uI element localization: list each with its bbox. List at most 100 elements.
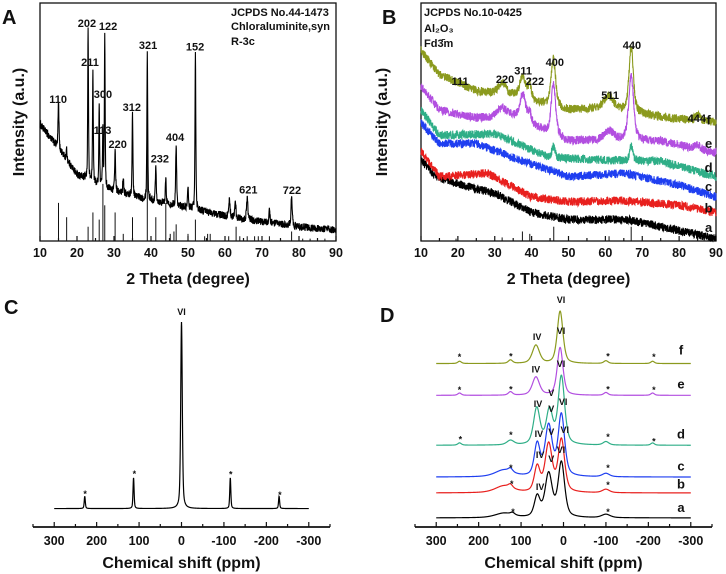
peak-label: 722 <box>283 185 301 197</box>
peak-label: V <box>548 427 554 437</box>
x-tick-label: 200 <box>468 534 489 548</box>
x-tick-label: -300 <box>296 534 321 548</box>
peak-label: 311 <box>514 65 532 77</box>
x-axis-label: 2 Theta (degree) <box>507 271 631 288</box>
annotation-text: JCPDS No.10-0425 <box>424 7 522 19</box>
spinning-sideband-marker: * <box>652 352 656 362</box>
peak-label: V <box>548 388 554 398</box>
x-tick-label: 100 <box>511 534 532 548</box>
x-tick-label: 80 <box>292 246 306 260</box>
peak-label: 621 <box>239 184 257 196</box>
peak-label: VI <box>557 326 566 336</box>
x-tick-label: 20 <box>70 246 84 260</box>
peak-label: IV <box>534 399 543 409</box>
x-tick-label: -100 <box>211 534 236 548</box>
series-label-e: e <box>677 377 684 392</box>
x-tick-label: 10 <box>414 246 428 260</box>
series-label-b: b <box>705 200 713 215</box>
spinning-sideband-marker: * <box>606 463 610 473</box>
spinning-sideband-marker: * <box>511 507 515 517</box>
spinning-sideband-marker: * <box>509 352 513 362</box>
x-tick-label: 70 <box>635 246 649 260</box>
x-tick-label: 10 <box>33 246 47 260</box>
series-label-a: a <box>705 220 713 235</box>
x-tick-label: 50 <box>181 246 195 260</box>
x-tick-label: 90 <box>709 246 723 260</box>
spinning-sideband-marker: * <box>510 479 514 489</box>
spinning-sideband-marker: * <box>606 385 610 395</box>
peak-label: 202 <box>78 18 96 30</box>
peak-label: IV <box>536 450 545 460</box>
series-label-d: d <box>705 160 713 175</box>
peak-label: 511 <box>601 90 619 102</box>
panel-label: C <box>4 297 18 319</box>
spinning-sideband-marker: * <box>229 470 233 480</box>
x-axis-label: Chemical shift (ppm) <box>484 555 642 572</box>
series-line-a <box>420 156 717 243</box>
annotation-text: R-3c <box>231 36 255 48</box>
peak-label: VI <box>557 445 566 455</box>
series-label-f: f <box>706 112 711 127</box>
peak-label: 300 <box>94 89 112 101</box>
panel-d-nmr-stacked-spectra: D 300 200 100 0 -100 -200 -300 Chemical shift (p… <box>380 295 713 572</box>
panel-label: B <box>382 7 396 29</box>
spinning-sideband-marker: * <box>652 385 656 395</box>
y-axis-label: Intensity (a.u.) <box>11 68 28 176</box>
x-tick-label: 0 <box>178 534 185 548</box>
peak-label: 404 <box>166 132 185 144</box>
series-line-e <box>436 346 691 396</box>
y-axis-label: Intensity (a.u.) <box>374 68 391 176</box>
annotation-text: JCPDS No.44-1473 <box>231 7 329 19</box>
peak-label: 321 <box>139 40 157 52</box>
peak-label: 232 <box>151 153 169 165</box>
x-axis-label: Chemical shift (ppm) <box>102 555 260 572</box>
series-label-b: b <box>677 476 685 491</box>
series-line-f <box>436 310 691 365</box>
series-line-sample <box>54 321 309 510</box>
x-tick-label: -100 <box>593 534 618 548</box>
series-line-f <box>420 45 717 127</box>
annotation-text: Fd3̄m <box>424 38 454 50</box>
peak-label: 444 <box>688 113 707 125</box>
annotation-text: Chloraluminite,syn <box>231 21 330 33</box>
peak-label: IV <box>533 332 542 342</box>
peak-label: IV <box>536 482 545 492</box>
peak-label: 113 <box>94 125 112 137</box>
panel-b-xrd-alumina: B 10 20 30 40 50 60 70 80 90 2 Theta (degree) Inten… <box>374 2 723 288</box>
x-tick-label: 40 <box>525 246 539 260</box>
peak-label: IV <box>535 429 544 439</box>
series-line-c <box>436 412 691 478</box>
peak-label: V <box>548 454 554 464</box>
spinning-sideband-marker: * <box>278 490 282 500</box>
peak-label: 222 <box>526 76 544 88</box>
x-tick-label: 30 <box>488 246 502 260</box>
x-tick-label: 60 <box>598 246 612 260</box>
x-tick-label: 300 <box>426 534 447 548</box>
series-label-c: c <box>705 179 712 194</box>
x-tick-label: 20 <box>451 246 465 260</box>
x-tick-label: 100 <box>129 534 150 548</box>
series-label-d: d <box>677 426 685 441</box>
spinning-sideband-marker: * <box>83 489 87 499</box>
peak-label: 152 <box>186 42 204 54</box>
series-label-c: c <box>677 458 684 473</box>
x-tick-label: 80 <box>672 246 686 260</box>
x-tick-label: 200 <box>86 534 107 548</box>
series-line-d <box>436 374 691 446</box>
x-tick-label: -300 <box>678 534 703 548</box>
spinning-sideband-marker: * <box>606 507 610 517</box>
spinning-sideband-marker: * <box>133 469 137 479</box>
series-label-f: f <box>679 342 684 357</box>
peak-label: 211 <box>81 57 99 69</box>
peak-label: 110 <box>49 94 67 106</box>
peak-label: VI <box>559 397 568 407</box>
series-label-e: e <box>705 136 712 151</box>
annotation-text: Al₂O₃ <box>424 23 454 35</box>
x-tick-label: 90 <box>329 246 343 260</box>
x-tick-label: 60 <box>218 246 232 260</box>
peak-label: 220 <box>496 74 514 86</box>
peak-label: VI <box>557 295 566 305</box>
peak-label: V <box>548 404 554 414</box>
peak-label: 400 <box>546 57 564 69</box>
peak-label: 122 <box>99 21 117 33</box>
